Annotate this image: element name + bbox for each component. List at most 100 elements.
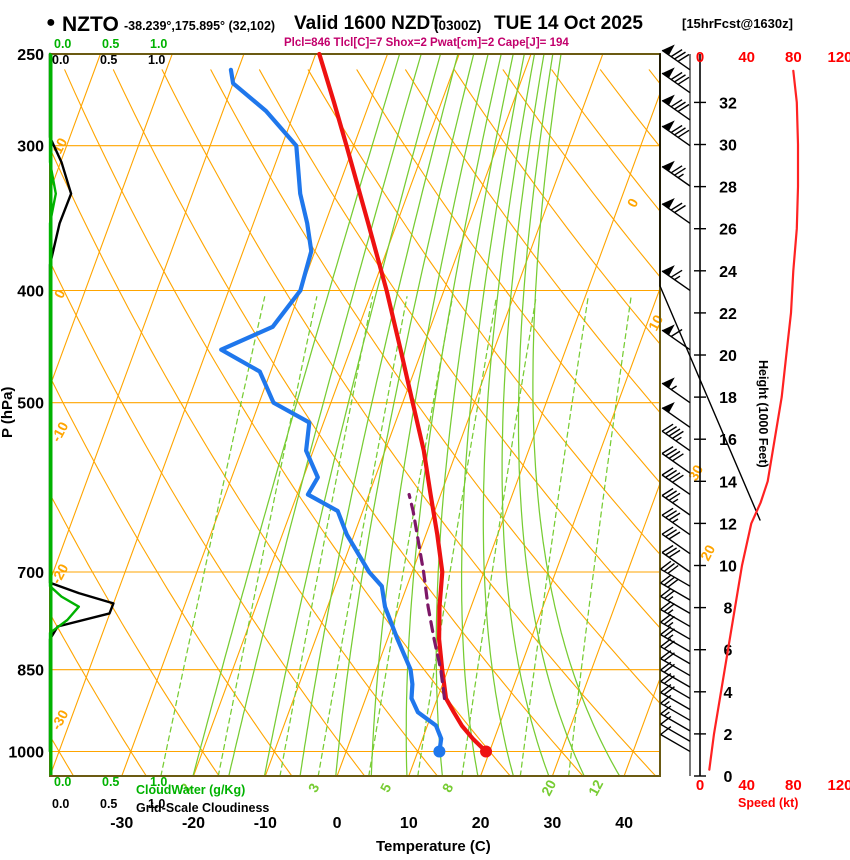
profile-temperature	[317, 51, 489, 754]
pressure-tick-300: 300	[17, 139, 44, 156]
cloudwater-profile	[48, 52, 80, 753]
wind-barb	[661, 94, 691, 121]
height-tick-0: 0	[724, 769, 733, 786]
forecast-tag: [15hrFcst@1630z]	[682, 16, 793, 31]
pressure-tick-850: 850	[17, 663, 44, 680]
wind-barb	[661, 446, 691, 474]
speed-axis-label: Speed (kt)	[738, 796, 799, 810]
saturated-adiabat-line	[299, 54, 459, 776]
cloudwater-legend-label: CloudWater (g/Kg)	[136, 783, 246, 797]
isotherm-line	[50, 54, 317, 776]
speed-tick-bottom-0: 0	[696, 777, 704, 794]
station-bullet: ●	[46, 14, 56, 31]
cloudiness-scale-tick: 0.5	[100, 53, 117, 67]
wind-barb	[661, 67, 691, 94]
station-coords: -38.239°,175.895° (32,102)	[124, 19, 276, 33]
dry-adiabat-line	[405, 69, 660, 414]
cloudwater-scale-tick: 0.0	[54, 775, 71, 789]
temp-tick--20: -20	[182, 815, 205, 832]
mixing-ratio-line	[279, 296, 374, 776]
valid-date: TUE 14 Oct 2025	[494, 13, 643, 34]
wind-barb	[661, 467, 691, 496]
wind-barb	[661, 487, 691, 516]
wind-column-guide-upper	[659, 285, 761, 521]
wind-barb	[660, 726, 691, 753]
wind-barb	[661, 120, 691, 147]
speed-tick-bottom-120: 120	[827, 777, 850, 794]
speed-tick-top-0: 0	[696, 49, 704, 66]
saturated-adiabat-line	[435, 54, 514, 776]
station-id: NZTO	[62, 13, 119, 36]
wind-barb	[661, 544, 691, 573]
temperature-axis-label: Temperature (C)	[376, 838, 491, 855]
cloudiness-scale-tick: 0.0	[52, 797, 69, 811]
mixing-ratio-label: 3	[305, 780, 323, 795]
pressure-tick-1000: 1000	[8, 744, 44, 761]
height-tick-16: 16	[719, 432, 737, 449]
cloudwater-scale-tick: 1.0	[150, 37, 167, 51]
speed-tick-bottom-40: 40	[738, 777, 755, 794]
cloudiness-scale-tick: 0.5	[100, 797, 117, 811]
isotherm-line	[768, 54, 850, 776]
cloudiness-scale-tick: 1.0	[148, 53, 165, 67]
temp-tick-20: 20	[472, 815, 490, 832]
wind-barb	[661, 377, 691, 404]
isotherm-label: 0	[51, 286, 69, 301]
temp-tick--10: -10	[254, 815, 277, 832]
dry-adiabat-line	[453, 69, 660, 345]
height-tick-18: 18	[719, 390, 737, 407]
speed-tick-top-80: 80	[785, 49, 802, 66]
pressure-axis-label: P (hPa)	[0, 386, 16, 438]
saturated-adiabat-line	[501, 54, 550, 776]
dry-adiabat-line	[161, 69, 657, 776]
cloudwater-scale-tick: 0.5	[102, 37, 119, 51]
height-tick-22: 22	[719, 306, 737, 323]
isotherm-label: 10	[645, 312, 667, 333]
temp-tick-10: 10	[400, 815, 418, 832]
wind-barb	[661, 423, 691, 452]
wind-barb	[660, 601, 691, 628]
dry-adiabat-line	[50, 612, 147, 776]
height-tick-2: 2	[724, 727, 733, 744]
wind-barb	[660, 715, 691, 742]
pressure-tick-500: 500	[17, 396, 44, 413]
height-speed-curve	[708, 69, 800, 771]
dewpoint-marker	[433, 745, 446, 758]
dry-adiabat-line	[356, 69, 660, 484]
mixing-ratio-line	[317, 296, 408, 776]
height-tick-14: 14	[719, 474, 737, 491]
height-tick-8: 8	[724, 601, 733, 618]
cloudiness-legend-label: Grid-Scale Cloudiness	[136, 801, 270, 815]
saturated-adiabat-line	[370, 54, 489, 776]
temp-tick--30: -30	[110, 815, 133, 832]
wind-barb	[661, 265, 691, 292]
isotherm-line	[408, 91, 660, 776]
height-tick-28: 28	[719, 180, 737, 197]
mixing-ratio-line	[417, 296, 498, 776]
cloudiness-scale-tick: 1.0	[148, 797, 165, 811]
height-tick-26: 26	[719, 222, 737, 239]
height-tick-32: 32	[719, 95, 737, 112]
dry-adiabat-line	[210, 69, 660, 705]
temp-tick-40: 40	[615, 815, 633, 832]
cloudwater-scale-tick: 1.0	[150, 775, 167, 789]
wind-barb	[660, 560, 691, 587]
saturated-adiabat-line	[335, 54, 475, 776]
mixing-ratio-label: 12	[585, 777, 607, 798]
height-tick-4: 4	[724, 685, 733, 702]
isotherm-line	[192, 54, 460, 776]
sounding-parameters: Plcl=846 Tlcl[C]=7 Shox=2 Pwat[cm]=2 Cap…	[284, 37, 569, 49]
mixing-ratio-line	[461, 296, 537, 776]
mixing-ratio-label: 8	[439, 780, 457, 795]
dry-adiabat-line	[698, 70, 850, 776]
isotherm-line	[696, 54, 850, 776]
height-axis-label: Height (1000 Feet)	[756, 360, 770, 468]
saturated-adiabat-line	[460, 54, 525, 776]
wind-barb	[660, 705, 691, 732]
profile-dewpoint	[219, 67, 444, 754]
cloudiness-scale-tick: 0.0	[52, 53, 69, 67]
saturated-adiabat-line	[228, 54, 422, 776]
saturated-adiabat-line	[192, 54, 401, 776]
mixing-ratio-label: 20	[538, 777, 560, 798]
